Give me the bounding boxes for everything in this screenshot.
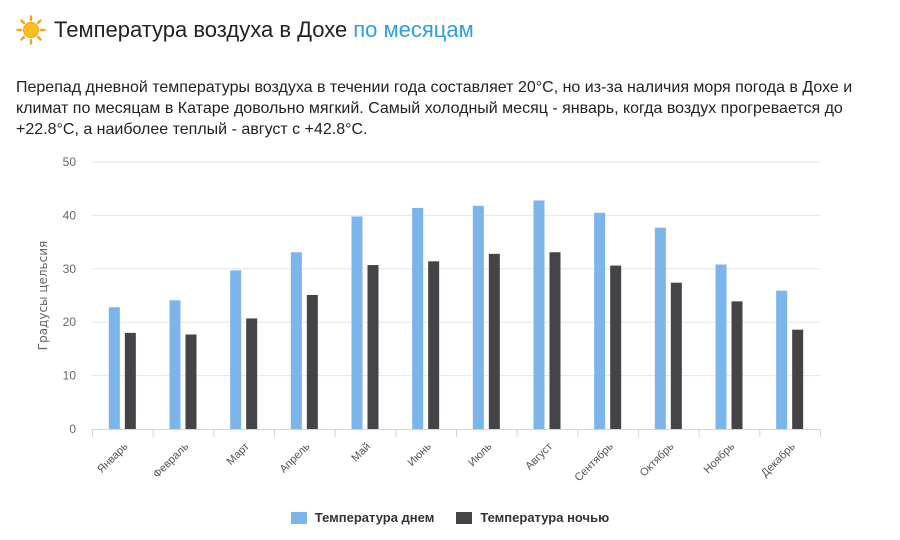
bar-night bbox=[124, 332, 136, 429]
bar-night bbox=[549, 252, 561, 429]
x-tick-label: Май bbox=[349, 441, 373, 465]
y-tick-label: 30 bbox=[63, 262, 77, 276]
bar-night bbox=[246, 318, 258, 429]
y-tick-label: 40 bbox=[63, 208, 77, 222]
page-title: Температура воздуха в Дохе по месяцам bbox=[54, 17, 474, 43]
x-tick-label: Июль bbox=[466, 440, 495, 469]
legend-item-day[interactable]: Температура днем bbox=[290, 510, 435, 525]
bar-day bbox=[533, 200, 545, 429]
title-accent-link[interactable]: по месяцам bbox=[353, 17, 474, 42]
bar-day bbox=[108, 307, 120, 429]
bar-day bbox=[715, 264, 727, 429]
y-tick-label: 10 bbox=[63, 369, 77, 383]
bar-day bbox=[654, 227, 666, 429]
chart-legend: Температура днем Температура ночью bbox=[0, 510, 900, 525]
temperature-bar-chart: 0 10 20 30 40 50 Градусы цельсия Январь Февраль М… bbox=[36, 155, 821, 484]
legend-label-night: Температура ночью bbox=[480, 510, 610, 525]
x-tick-label: Апрель bbox=[278, 440, 313, 475]
bar-night bbox=[306, 294, 318, 429]
bar-day bbox=[594, 212, 606, 429]
bar-day bbox=[472, 205, 484, 429]
x-tick-label: Октябрь bbox=[638, 440, 677, 479]
bar-night bbox=[488, 253, 500, 429]
bar-night bbox=[367, 265, 379, 429]
page-header: Температура воздуха в Дохе по месяцам bbox=[16, 12, 474, 48]
x-tick-label: Декабрь bbox=[759, 440, 798, 479]
x-tick-label: Август bbox=[523, 441, 555, 473]
bar-night bbox=[670, 282, 682, 429]
x-tick-label: Сентябрь bbox=[572, 440, 616, 484]
x-tick-label: Июнь bbox=[406, 440, 434, 468]
legend-label-day: Температура днем bbox=[314, 510, 435, 525]
y-tick-label: 0 bbox=[69, 422, 76, 436]
x-tick-label: Ноябрь bbox=[702, 440, 738, 476]
bar-night bbox=[185, 334, 197, 429]
bar-night bbox=[610, 265, 622, 429]
x-tick-label: Январь bbox=[95, 440, 130, 475]
y-axis-title: Градусы цельсия bbox=[36, 241, 50, 350]
bar-day bbox=[230, 270, 242, 429]
y-tick-label: 50 bbox=[63, 155, 77, 169]
bar-day bbox=[776, 290, 788, 429]
legend-swatch-day bbox=[290, 511, 307, 524]
x-tick-label: Февраль bbox=[151, 440, 191, 480]
bar-day bbox=[412, 207, 424, 429]
bar-day bbox=[169, 300, 181, 429]
bar-night bbox=[792, 329, 804, 429]
bar-night bbox=[731, 301, 743, 429]
bar-night bbox=[428, 261, 440, 429]
intro-paragraph: Перепад дневной температуры воздуха в те… bbox=[16, 79, 853, 138]
sun-icon bbox=[16, 15, 46, 45]
legend-swatch-night bbox=[456, 511, 473, 524]
legend-item-night[interactable]: Температура ночью bbox=[456, 510, 609, 525]
x-tick-label: Март bbox=[225, 441, 252, 468]
bar-day bbox=[351, 216, 363, 429]
title-main: Температура воздуха в Дохе bbox=[54, 17, 348, 42]
bar-day bbox=[290, 252, 302, 429]
y-tick-label: 20 bbox=[63, 315, 77, 329]
